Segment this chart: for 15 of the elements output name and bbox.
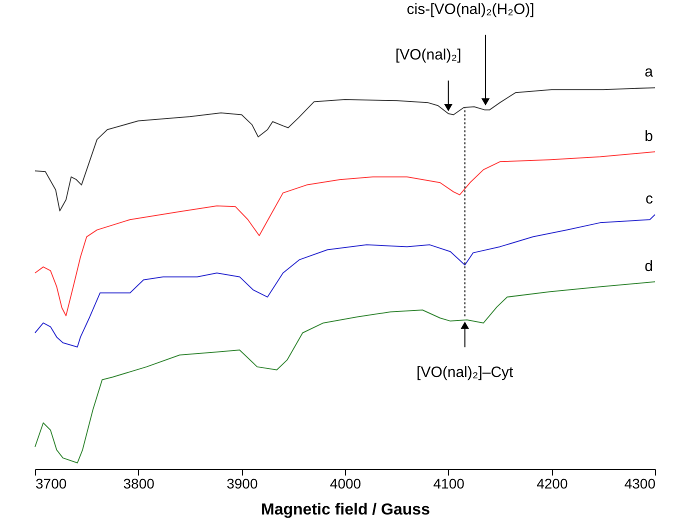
x-axis-title: Magnetic field / Gauss	[261, 502, 430, 518]
x-tick-label: 4200	[536, 476, 568, 492]
x-tick-label: 3800	[123, 476, 155, 492]
annotation: cis-[VO(nal)₂(H₂O)]	[406, 0, 534, 18]
x-tick-label: 3700	[36, 476, 67, 492]
annotation: [VO(nal)₂]–Cyt	[416, 364, 514, 382]
series-label: a	[644, 64, 654, 81]
series-label: c	[646, 190, 654, 208]
x-tick-label: 4100	[433, 476, 465, 492]
annotation: [VO(nal)₂]	[395, 46, 462, 64]
x-tick-label: 3900	[226, 476, 258, 492]
series-label: b	[644, 128, 653, 145]
x-tick-label: 4000	[330, 476, 362, 492]
series-label: d	[644, 258, 653, 275]
x-tick-label: 4300	[624, 476, 656, 492]
